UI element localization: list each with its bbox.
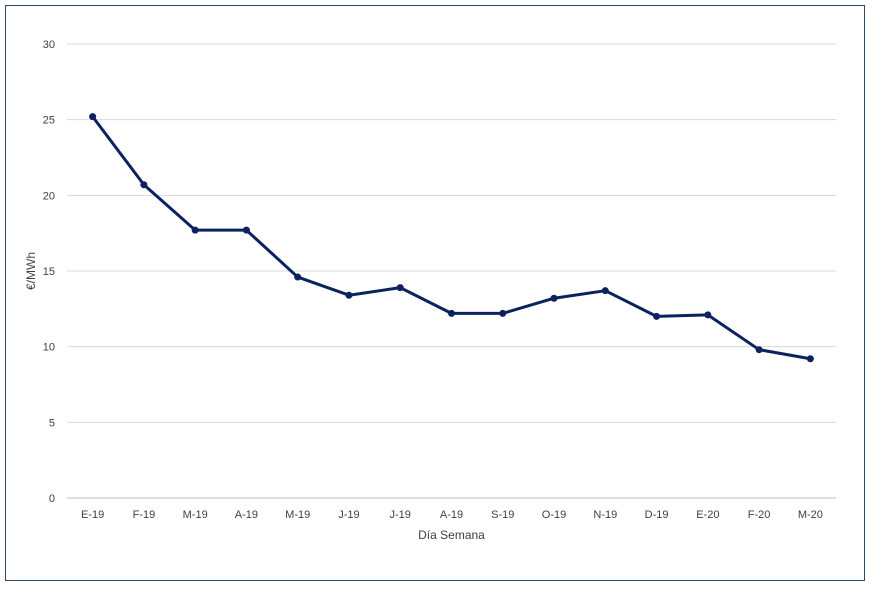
data-point [755,346,763,354]
x-tick-labels: E-19 F-19 M-19 A-19 M-19 J-19 J-19 A-19 S-19 O-19… [81,509,823,521]
data-point [89,113,97,121]
y-tick-labels: 0 5 10 15 20 25 30 [43,39,55,505]
y-tick-label: 30 [43,39,55,51]
x-tick-label: J-19 [390,509,411,521]
y-axis-title: €/MWh [24,252,38,290]
y-tick-label: 15 [43,266,55,278]
gridlines [67,43,836,499]
x-tick-label: M-19 [183,509,208,521]
data-point [806,355,814,363]
x-tick-label: F-20 [748,509,771,521]
data-point [448,309,455,317]
y-tick-label: 25 [43,115,55,127]
data-point [499,309,507,317]
data-point [140,181,148,189]
data-point [396,284,404,292]
x-tick-label: E-20 [696,509,719,521]
x-tick-label: D-19 [645,509,669,521]
x-tick-label: S-19 [491,509,514,521]
y-tick-label: 10 [43,342,55,354]
data-point [294,273,302,281]
data-point [601,287,609,295]
data-point [345,291,353,299]
y-tick-label: 5 [49,417,55,429]
data-point [704,311,712,319]
x-tick-label: J-19 [338,509,359,521]
x-tick-label: N-19 [593,509,617,521]
series-line [91,115,812,361]
data-point [242,226,250,234]
x-tick-label: O-19 [542,509,566,521]
data-point [653,312,661,320]
data-point [550,294,558,302]
x-tick-label: A-19 [440,509,463,521]
x-tick-label: M-19 [285,509,310,521]
x-tick-label: E-19 [81,509,104,521]
series-group [89,113,814,363]
x-axis-title: Día Semana [418,528,485,542]
chart-frame [5,5,865,581]
x-tick-label: F-19 [133,509,156,521]
y-tick-label: 20 [43,190,55,202]
data-point [191,226,199,234]
x-tick-label: A-19 [235,509,258,521]
x-tick-label: M-20 [798,509,823,521]
y-tick-label: 0 [49,493,55,505]
